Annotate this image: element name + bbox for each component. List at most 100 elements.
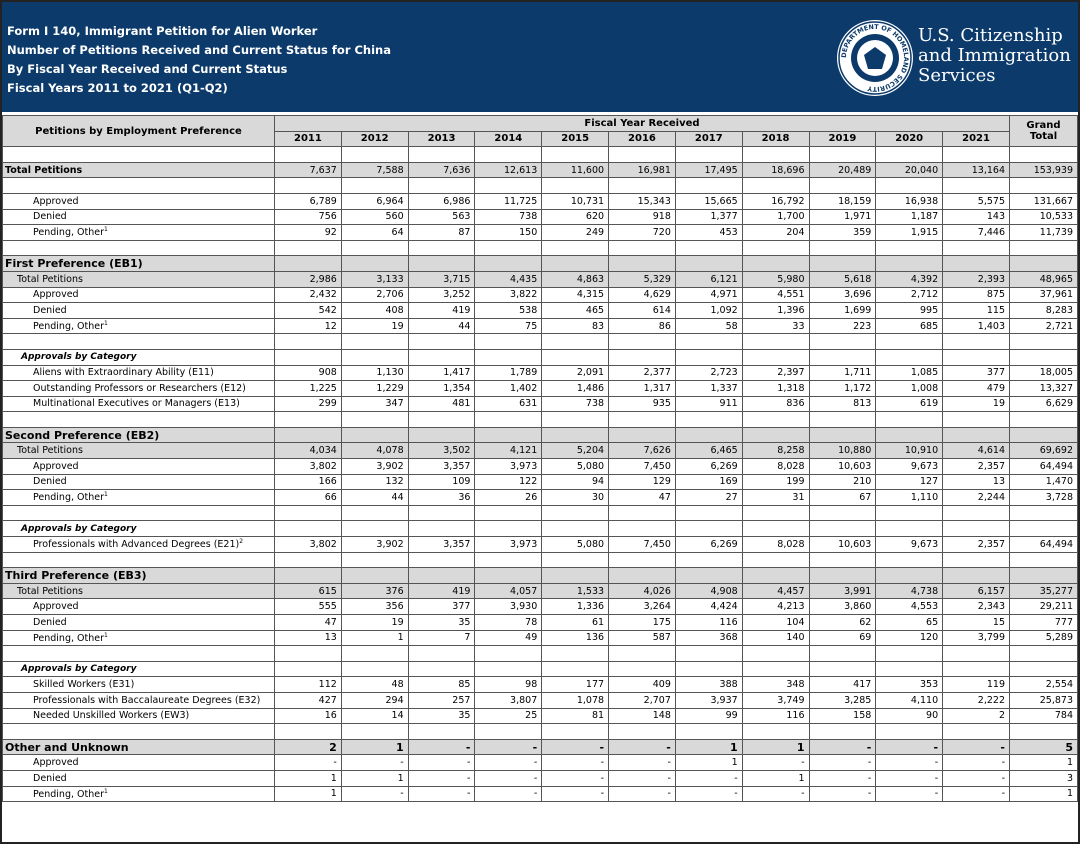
empty-cell [2,411,275,428]
value-cell: 153,939 [1009,161,1078,179]
value-cell: 81 [541,707,610,725]
value-cell: 6,157 [942,582,1010,600]
value-cell: 94 [541,473,610,491]
title-line: Number of Petitions Received and Current… [7,43,392,57]
empty-cell [674,426,743,444]
empty-cell [942,660,1010,678]
empty-cell [2,551,275,569]
value-cell: 6,269 [674,536,743,553]
table-row: Denied 542 408 419 538 465 614 1,092 1,396 1,699 9… [2,302,1078,319]
year-header: 2021 [942,130,1010,148]
value-cell: 738 [474,208,543,226]
value-cell: 9,673 [875,458,944,475]
value-cell: 2,091 [541,364,610,382]
value-cell: 4,738 [875,582,944,600]
value-cell: 3,902 [340,458,409,475]
value-cell: 35 [407,707,476,725]
empty-cell [674,723,743,740]
spacer-row [2,177,1078,194]
value-cell: 10,603 [808,458,877,475]
value-cell: - [407,738,476,756]
empty-cell [674,567,743,584]
year-header: 2019 [808,130,877,148]
empty-cell [1009,426,1078,444]
empty-cell [407,567,476,584]
value-cell: 16,981 [608,161,676,179]
value-cell: 4,629 [608,286,676,304]
spacer-row [2,723,1078,740]
value-cell: - [541,738,610,756]
empty-cell [407,426,476,444]
value-cell: 388 [674,676,743,693]
value-cell: 20,489 [808,161,877,179]
value-cell: - [340,754,409,771]
value-cell: 3,749 [741,691,810,709]
value-cell: 7,637 [274,161,342,179]
empty-cell [875,239,944,257]
value-cell: - [608,769,676,787]
empty-cell [674,520,743,538]
empty-cell [808,177,877,194]
value-cell: 69 [808,629,877,647]
value-cell: 4,392 [875,270,944,288]
value-cell: 7,626 [608,442,676,460]
value-cell: - [474,785,543,803]
empty-cell [875,333,944,350]
label-text: Approvals by Category [21,664,137,675]
value-cell: 199 [741,473,810,491]
row-label: Approved [2,598,275,615]
empty-cell [274,660,342,678]
value-cell: 1,971 [808,208,877,226]
empty-cell [942,333,1010,350]
empty-cell [942,177,1010,194]
value-cell: 169 [674,473,743,491]
value-cell: 3,502 [407,442,476,460]
value-cell: 112 [274,676,342,693]
empty-cell [942,551,1010,569]
empty-cell [2,146,275,163]
value-cell: 542 [274,302,342,319]
empty-cell [942,567,1010,584]
value-cell: 5,329 [608,270,676,288]
value-cell: 6,789 [274,192,342,210]
value-cell: 614 [608,302,676,319]
empty-cell [541,348,610,366]
value-cell: 27 [674,489,743,506]
empty-cell [1009,146,1078,163]
value-cell: 148 [608,707,676,725]
value-cell: 3,807 [474,691,543,709]
empty-cell [808,333,877,350]
row-label: Pending, Other1 [2,317,275,335]
value-cell: 5,080 [541,458,610,475]
value-cell: 5,080 [541,536,610,553]
value-cell: 143 [942,208,1010,226]
title-line: By Fiscal Year Received and Current Stat… [7,62,288,76]
value-cell: 2,377 [608,364,676,382]
value-cell: 1,130 [340,364,409,382]
value-cell: 1,699 [808,302,877,319]
value-cell: 1,417 [407,364,476,382]
value-cell: 13,327 [1009,380,1078,397]
empty-cell [875,177,944,194]
empty-cell [674,177,743,194]
empty-cell [474,520,543,538]
value-cell: 4,614 [942,442,1010,460]
table-row: Approved 555 356 377 3,930 1,336 3,264 4,424 4,2… [2,598,1078,615]
value-cell: 1,229 [340,380,409,397]
empty-cell [942,723,1010,740]
value-cell: 419 [407,582,476,600]
value-cell: 3,991 [808,582,877,600]
value-cell: 204 [741,224,810,241]
value-cell: 158 [808,707,877,725]
value-cell: 132 [340,473,409,491]
value-cell: 2,706 [340,286,409,304]
value-cell: 348 [741,676,810,693]
value-cell: 4,213 [741,598,810,615]
value-cell: - [808,754,877,771]
label-text: Denied [33,304,67,316]
value-cell: 377 [942,364,1010,382]
value-cell: 294 [340,691,409,709]
empty-cell [474,723,543,740]
empty-cell [340,567,409,584]
